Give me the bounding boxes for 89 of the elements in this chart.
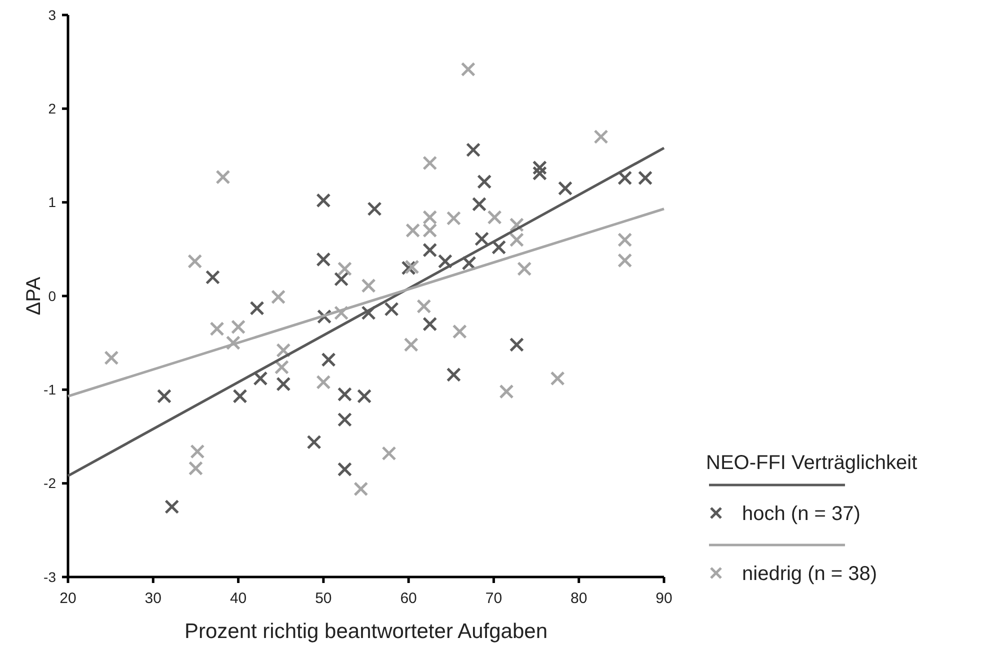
point [558, 180, 573, 196]
x-axis-title: Prozent richtig beantworteter Aufgaben [184, 620, 548, 643]
legend-label: hoch (n = 37) [742, 503, 860, 525]
point [188, 461, 204, 476]
point [532, 166, 547, 181]
x-tick-label: 50 [315, 590, 332, 607]
point [337, 387, 352, 402]
x-tick-label: 20 [60, 590, 76, 607]
point [638, 170, 653, 186]
point [190, 444, 205, 459]
point [618, 253, 632, 268]
point [446, 367, 461, 382]
point [334, 272, 349, 286]
point [466, 142, 481, 158]
point [306, 434, 322, 450]
y-tick-label: -3 [44, 568, 56, 585]
point [474, 232, 490, 246]
point [422, 223, 438, 238]
point [316, 252, 331, 267]
point [230, 320, 246, 334]
point [216, 170, 230, 184]
point [188, 254, 202, 269]
point [401, 260, 416, 276]
point [210, 321, 224, 336]
point [164, 499, 180, 514]
point [104, 350, 119, 366]
point [487, 210, 502, 225]
x-tick-label: 90 [656, 590, 672, 607]
y-tick-label: 1 [48, 194, 56, 210]
point [422, 156, 438, 170]
point [253, 371, 268, 386]
point [316, 193, 331, 208]
y-tick-label: 3 [48, 6, 56, 23]
x-tick-label: 80 [570, 590, 588, 607]
point [382, 446, 396, 461]
point [404, 337, 418, 352]
legend-title: NEO-FFI Verträglichkeit [706, 452, 918, 474]
point [550, 371, 565, 386]
point [472, 196, 487, 212]
point [492, 240, 506, 255]
point [618, 170, 632, 186]
y-axis-title: ΔPA [23, 276, 45, 316]
x-tick-label: 30 [144, 590, 162, 607]
point [205, 270, 220, 285]
x-tick-label: 40 [230, 590, 247, 607]
point [361, 278, 376, 293]
point [337, 262, 352, 276]
point [422, 210, 438, 225]
point [232, 388, 248, 404]
point [361, 306, 376, 320]
point [384, 302, 399, 316]
point [404, 260, 420, 274]
point [416, 299, 432, 314]
point [452, 324, 467, 339]
point [367, 202, 382, 216]
point [460, 62, 476, 77]
point [226, 336, 240, 350]
point [509, 232, 524, 248]
y-tick-label: 0 [48, 288, 56, 304]
point [499, 384, 514, 399]
x-tick-label: 60 [400, 590, 417, 607]
x-tick-label: 70 [485, 590, 502, 607]
point [274, 360, 290, 374]
point [156, 388, 172, 404]
point [321, 352, 336, 367]
y-tick-label: 2 [48, 100, 56, 117]
point [276, 376, 291, 392]
y-tick-label: -1 [44, 382, 56, 398]
point [271, 290, 286, 304]
point [438, 254, 452, 269]
point [509, 337, 524, 352]
point [532, 160, 547, 175]
point [422, 242, 438, 258]
y-tick-label: -2 [44, 475, 56, 492]
point [337, 412, 352, 427]
point [517, 262, 532, 276]
point [594, 129, 608, 144]
point [422, 316, 438, 332]
legend-label: niedrig (n = 38) [742, 563, 878, 585]
point [618, 232, 632, 248]
point [337, 462, 352, 477]
point [334, 306, 349, 320]
point [354, 482, 368, 496]
point [316, 374, 331, 390]
point [250, 300, 264, 316]
point [406, 223, 420, 238]
point [477, 174, 492, 190]
point [356, 388, 372, 404]
point [446, 210, 461, 226]
